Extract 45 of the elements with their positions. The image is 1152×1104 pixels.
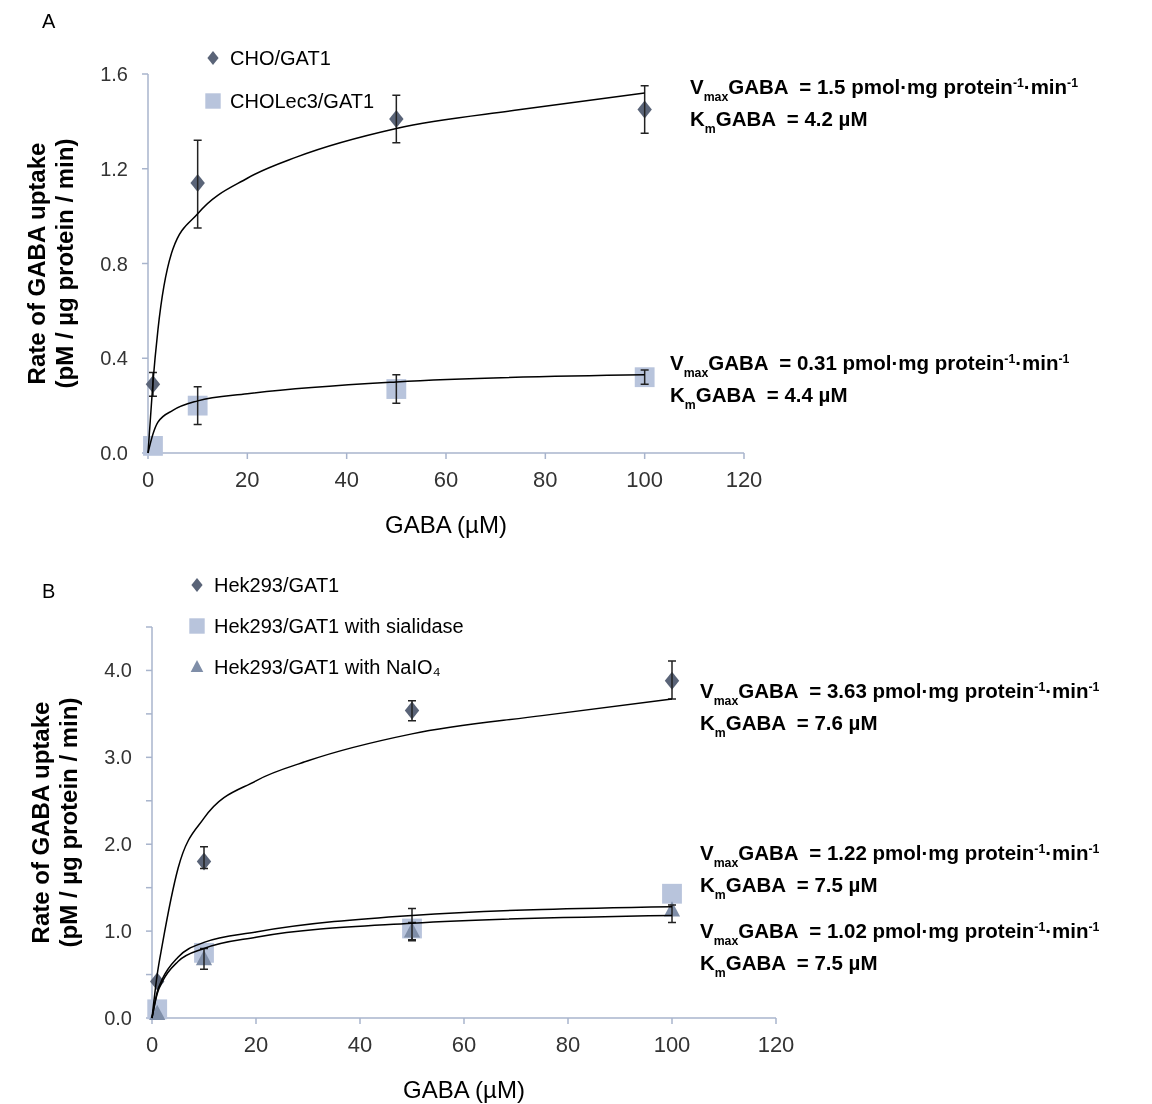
x-tick-label: 0: [145, 1032, 159, 1057]
x-tick-label: 120: [725, 467, 763, 492]
annotation: V$_{max}$GABA = 0.31 pmol·mg protein$^{-1}$·min$^{-1}$: [670, 351, 1070, 380]
x-tick-label: 80: [533, 467, 558, 492]
x-tick-label: 100: [626, 467, 664, 492]
x-tick-label: 80: [555, 1032, 581, 1057]
x-tick-label: 60: [433, 467, 459, 492]
y-tick-label: 0.4: [100, 347, 128, 370]
annotation: K$_{m}$GABA = 4.4 µM: [670, 383, 848, 412]
annotation: V$_{max}$GABA = 1.22 pmol·mg protein$^{-1}$·min$^{-1}$: [700, 841, 1100, 870]
annotation: V$_{max}$GABA = 3.63 pmol·mg protein$^{-1}$·min$^{-1}$: [700, 679, 1100, 708]
legend-label: Hek293/GAT1 with NaIO₄: [214, 656, 441, 678]
x-tick-label: 120: [757, 1032, 795, 1057]
legend-label: Hek293/GAT1 with sialidase: [214, 615, 464, 637]
y-tick-label: 1.2: [100, 157, 128, 180]
annotation: K$_{m}$GABA = 7.5 µM: [700, 951, 878, 980]
x-tick-label: 40: [347, 1032, 373, 1057]
y-tick-label: 2.0: [104, 833, 132, 856]
y-tick-label: 0.8: [100, 252, 128, 275]
x-axis-title: GABA (µM): [403, 1076, 525, 1103]
annotation: V$_{max}$GABA = 1.02 pmol·mg protein$^{-1}$·min$^{-1}$: [700, 919, 1100, 948]
y-tick-label: 4.0: [104, 659, 132, 682]
y-axis-title: Rate of GABA uptake (pM / µg protein / min): [27, 697, 82, 948]
y-tick-label: 1.6: [100, 63, 128, 85]
chart-title: B: [42, 580, 56, 602]
annotation: K$_{m}$GABA = 7.5 µM: [700, 873, 878, 902]
x-tick-label: 20: [243, 1032, 269, 1057]
y-tick-label: 0.0: [100, 442, 128, 464]
x-tick-label: 100: [653, 1032, 691, 1057]
legend-label: Hek293/GAT1: [214, 574, 340, 596]
y-tick-label: 0.0: [104, 1007, 132, 1029]
y-tick-label: 1.0: [104, 920, 132, 943]
legend-label: CHOLec3/GAT1: [230, 90, 375, 112]
y-axis-title: Rate of GABA uptake (pM / µg protein / min): [23, 138, 78, 389]
chart-title: A: [42, 10, 56, 32]
x-tick-label: 60: [451, 1032, 477, 1057]
y-tick-label: 3.0: [104, 746, 132, 769]
x-tick-label: 0: [141, 467, 155, 492]
x-tick-label: 40: [334, 467, 359, 492]
legend-label: CHO/GAT1: [230, 47, 331, 69]
annotation: K$_{m}$GABA = 7.6 µM: [700, 711, 878, 740]
annotation: K$_{m}$GABA = 4.2 µM: [690, 107, 868, 136]
x-axis-title: GABA (µM): [385, 511, 507, 538]
annotation: V$_{max}$GABA = 1.5 pmol·mg protein$^{-1}$·min$^{-1}$: [690, 75, 1079, 104]
x-tick-label: 20: [235, 467, 260, 492]
